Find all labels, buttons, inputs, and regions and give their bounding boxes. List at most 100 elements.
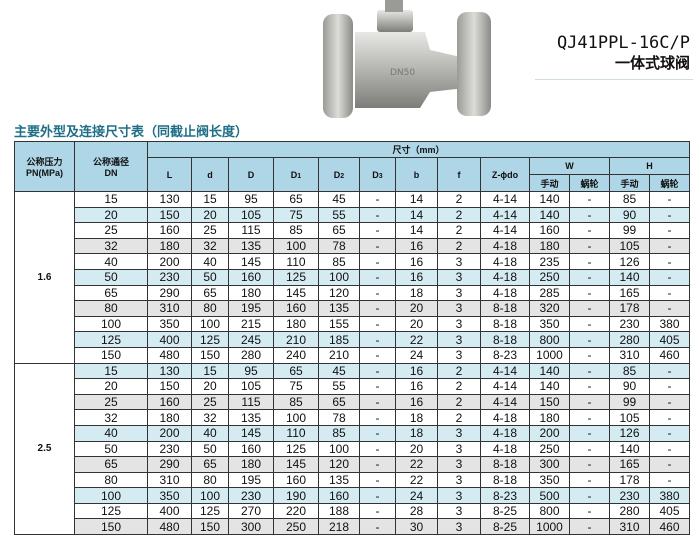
- table-cell: 18: [395, 409, 438, 426]
- table-row: 65 290 65 180 145 120-18 3 4-18 285-165-: [15, 284, 690, 302]
- table-cell: 15: [74, 362, 148, 380]
- table-cell: 380: [649, 487, 690, 504]
- table-cell: 145: [273, 284, 319, 302]
- table-cell: 155: [318, 315, 360, 333]
- product-name: 一体式球阀: [614, 54, 690, 72]
- table-cell: 16: [395, 268, 438, 286]
- table-row: 25 160 25 115 85 65-16 2 4-14 150-99-: [15, 393, 690, 411]
- table-cell: 65: [318, 393, 360, 411]
- table-row: 20 150 20 105 75 55-16 2 4-14 140-90-: [15, 378, 690, 395]
- table-cell: 270: [228, 502, 274, 520]
- table-cell: 4-14: [480, 362, 530, 380]
- table-cell: 65: [191, 284, 229, 302]
- table-cell: -: [649, 424, 690, 442]
- table-cell: 90: [609, 378, 650, 395]
- table-cell: 45: [318, 191, 360, 208]
- table-cell: 165: [609, 456, 650, 473]
- table-cell: 125: [74, 331, 148, 348]
- table-cell: 3: [437, 300, 481, 317]
- table-cell: 3: [437, 440, 481, 458]
- table-cell: 4-14: [480, 378, 530, 395]
- table-cell: 8-18: [480, 471, 530, 489]
- table-row: 40 200 40 145 110 85-16 3 4-18 235-126-: [15, 253, 690, 270]
- table-cell: 3: [437, 456, 481, 473]
- table-cell: 280: [609, 502, 650, 520]
- table-cell: -: [359, 346, 396, 364]
- table-cell: 460: [649, 518, 690, 536]
- table-cell: -: [649, 284, 690, 302]
- table-cell: 145: [228, 253, 274, 270]
- table-cell: 55: [318, 206, 360, 224]
- table-cell: 25: [191, 393, 229, 411]
- table-cell: 65: [74, 456, 148, 473]
- table-cell: 800: [529, 502, 570, 520]
- table-row: 100 350 100 215 180 155-20 3 8-18 350-230 380: [15, 315, 690, 333]
- table-cell: -: [359, 253, 396, 270]
- table-cell: 8-25: [480, 502, 530, 520]
- table-cell: 2: [437, 378, 481, 395]
- table-cell: 115: [228, 393, 274, 411]
- table-cell: 80: [74, 471, 148, 489]
- table-cell: 125: [191, 502, 229, 520]
- table-cell: -: [649, 222, 690, 239]
- table-cell: 130: [147, 362, 192, 380]
- table-cell: -: [569, 191, 610, 208]
- table-cell: 145: [228, 424, 274, 442]
- table-cell: 140: [609, 440, 650, 458]
- table-cell: 8-23: [480, 487, 530, 504]
- table-cell: 80: [191, 300, 229, 317]
- table-cell: 20: [395, 315, 438, 333]
- table-cell: 310: [609, 346, 650, 364]
- header-h-worm: 蜗轮: [649, 174, 690, 192]
- table-cell: 405: [649, 502, 690, 520]
- table-cell: -: [649, 362, 690, 380]
- table-cell: 15: [191, 362, 229, 380]
- table-cell: 40: [191, 424, 229, 442]
- table-cell: 220: [273, 502, 319, 520]
- table-cell: 16: [395, 237, 438, 255]
- table-cell: -: [359, 315, 396, 333]
- table-cell: 20: [191, 206, 229, 224]
- table-body: 1.6 15 130 15 95 65 45-14 2 4-14 140-85-20 150 20 10…: [14, 191, 690, 536]
- table-cell: 245: [228, 331, 274, 348]
- table-cell: -: [569, 409, 610, 426]
- table-cell: 55: [318, 378, 360, 395]
- table-cell: 350: [147, 487, 192, 504]
- table-cell: 800: [529, 331, 570, 348]
- table-cell: 195: [228, 300, 274, 317]
- table-cell: 50: [74, 268, 148, 286]
- table-cell: -: [649, 471, 690, 489]
- table-row: 125 400 125 270 220 188-28 3 8-25 800-280 405: [15, 502, 690, 520]
- table-cell: 2: [437, 191, 481, 208]
- table-cell: 78: [318, 409, 360, 426]
- table-cell: -: [649, 440, 690, 458]
- table-row: 100 350 100 230 190 160-24 3 8-23 500-230 380: [15, 487, 690, 504]
- header-d: d: [191, 157, 229, 192]
- table-cell: 310: [147, 300, 192, 317]
- table-cell: 188: [318, 502, 360, 520]
- header-z-do: Z-ϕdo: [480, 157, 530, 192]
- header-b: b: [395, 157, 438, 192]
- table-cell: 285: [529, 284, 570, 302]
- table-cell: 150: [74, 518, 148, 536]
- table-cell: -: [569, 253, 610, 270]
- table-cell: 100: [74, 487, 148, 504]
- table-cell: 140: [529, 378, 570, 395]
- table-cell: 30: [395, 518, 438, 536]
- table-row: 25 160 25 115 85 65-14 2 4-14 160-99-: [15, 222, 690, 239]
- table-cell: 105: [228, 206, 274, 224]
- table-cell: 65: [191, 456, 229, 473]
- header-H: H: [609, 157, 690, 175]
- table-cell: 180: [529, 409, 570, 426]
- table-cell: -: [569, 284, 610, 302]
- table-cell: 4-18: [480, 268, 530, 286]
- table-cell: 40: [191, 253, 229, 270]
- table-cell: 230: [147, 440, 192, 458]
- table-row: 50 230 50 160 125 100-20 3 4-18 250-140-: [15, 440, 690, 458]
- header-D1: D1: [273, 157, 319, 192]
- header-L: L: [147, 157, 192, 192]
- table-cell: -: [359, 471, 396, 489]
- table-cell: -: [649, 268, 690, 286]
- table-cell: -: [359, 393, 396, 411]
- table-cell: 480: [147, 346, 192, 364]
